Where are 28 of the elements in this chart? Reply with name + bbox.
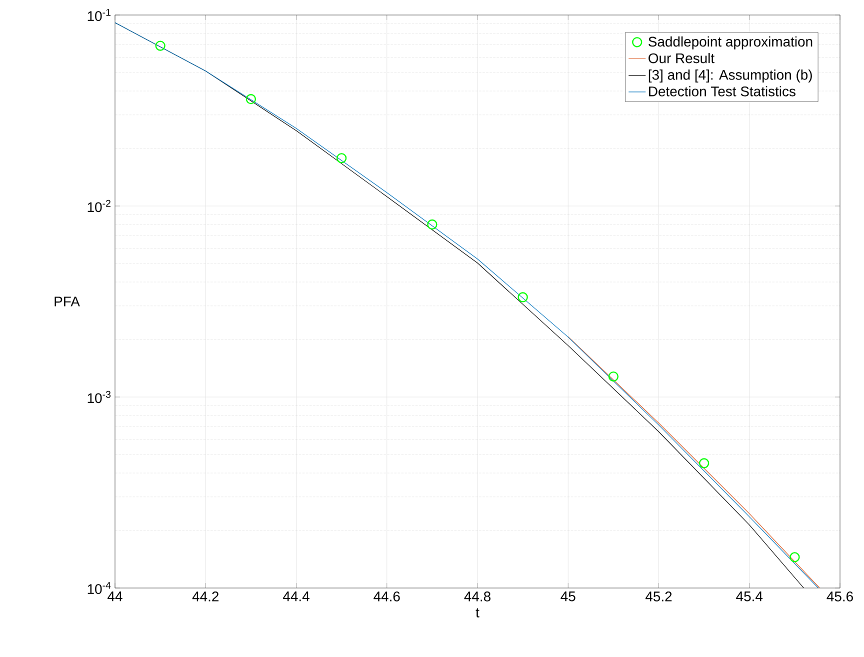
y-axis-title: PFA [54,296,80,306]
x-tick-label: 45.2 [645,592,672,602]
legend-label: Detection Test Statistics [649,86,796,96]
point [155,40,166,51]
point [427,219,438,230]
x-tick-label: 44.4 [282,592,310,602]
x-tick-label: 44.8 [464,592,490,602]
y-tick-label: 10$^{-3}$ [88,390,111,404]
y-tick-label: 10$^{-1}$ [88,8,111,22]
y-tick-label: 10$^{-4}$ [88,582,111,594]
point [518,292,528,302]
y-tick-label: 10$^{-2}$ [88,200,110,212]
x-tick-label: 44 [108,592,122,602]
x-tick-label: 44.6 [374,592,400,602]
line-series [568,336,820,588]
point [608,371,619,382]
x-tick-label: 45.4 [736,592,763,602]
point [246,94,256,104]
x-tick-label: 44.2 [192,592,218,602]
point [698,458,710,468]
legend-label: Our Result [648,52,714,64]
x-tick-label: 45 [560,592,576,602]
point [336,153,347,164]
legend-label: [3] and [4]: Assumption (b) [648,70,812,83]
x-axis-title: t [476,608,480,618]
x-tick-label: 45.6 [826,592,853,602]
point [790,552,800,562]
legend-label: Saddlepoint approximation [648,36,812,50]
